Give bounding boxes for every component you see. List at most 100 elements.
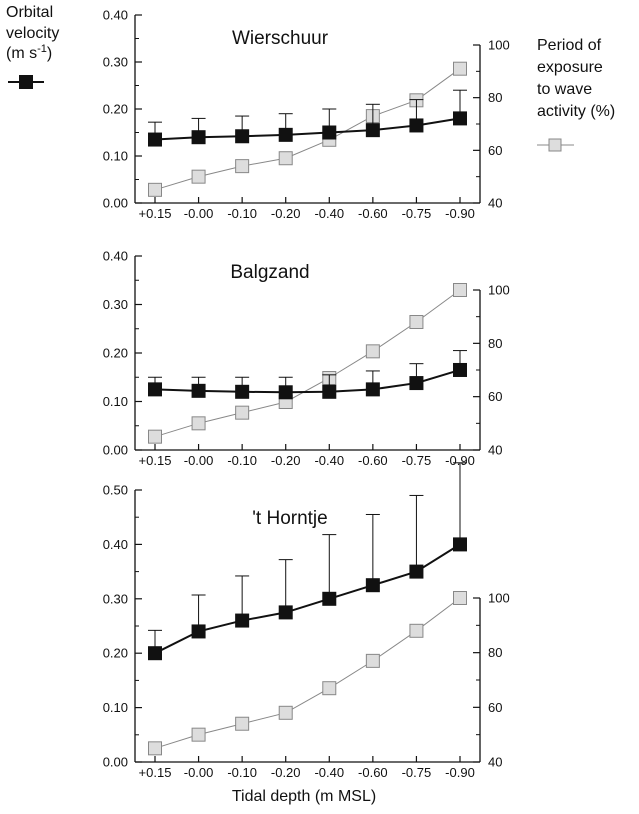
right-tick-label: 100	[488, 283, 510, 298]
velocity-point	[322, 591, 337, 606]
left-tick-label: 0.20	[103, 102, 128, 117]
exposure-legend-line3: to wave	[537, 81, 592, 98]
velocity-point	[278, 127, 293, 142]
x-tick-label: -0.75	[402, 765, 432, 780]
velocity-point	[191, 624, 206, 639]
right-tick-label: 80	[488, 90, 502, 105]
right-tick-label: 60	[488, 143, 502, 158]
exposure-point	[235, 716, 250, 731]
right-tick-label: 100	[488, 38, 510, 53]
velocity-point	[453, 362, 467, 377]
velocity-point	[278, 385, 293, 400]
exposure-point	[453, 61, 467, 76]
x-tick-label: -0.40	[314, 206, 344, 221]
panel-2: Balgzand 0.00 0.10 0.20 0.30 0.40 40 60 80 100 +0.…	[103, 249, 510, 469]
velocity-point	[365, 123, 380, 138]
velocity-point	[235, 613, 250, 628]
velocity-point	[191, 130, 206, 145]
left-tick-label: 0.40	[103, 249, 128, 264]
left-tick-label: 0.10	[103, 149, 128, 164]
left-tick-label: 0.30	[103, 297, 128, 312]
exposure-legend: Period of exposure to wave activity (%)	[537, 37, 615, 152]
velocity-point	[322, 384, 337, 399]
right-tick-label: 40	[488, 443, 502, 458]
x-tick-label: -0.90	[445, 765, 475, 780]
exposure-series-line	[154, 597, 461, 749]
panel-title: Balgzand	[230, 262, 309, 283]
x-tick-label: -0.40	[314, 453, 344, 468]
left-tick-label: 0.00	[103, 196, 128, 211]
velocity-point	[409, 564, 424, 579]
x-tick-label: -0.20	[271, 206, 301, 221]
exposure-legend-line4: activity (%)	[537, 103, 615, 120]
x-tick-label: -0.10	[227, 765, 257, 780]
exposure-point	[278, 705, 293, 720]
x-tick-label: -0.20	[271, 765, 301, 780]
x-tick-label: -0.00	[184, 206, 214, 221]
x-tick-label: +0.15	[139, 765, 172, 780]
panels: Wierschuur 0.00 0.10 0.20 0.30 0.40 40 60 80 100 +…	[103, 8, 510, 781]
left-tick-label: 0.40	[103, 8, 128, 23]
x-tick-label: +0.15	[139, 453, 172, 468]
x-tick-label: -0.75	[402, 453, 432, 468]
left-tick-label: 0.30	[103, 591, 128, 606]
velocity-legend-marker	[19, 75, 33, 89]
velocity-point	[453, 537, 467, 552]
left-tick-label: 0.20	[103, 646, 128, 661]
exposure-point	[322, 681, 337, 696]
velocity-legend: Orbital velocity (m s-1)	[6, 4, 59, 89]
exposure-point	[191, 727, 206, 742]
panel-3: 't Horntje 0.00 0.10 0.20 0.30 0.40 0.50 40 60 80…	[103, 462, 510, 780]
velocity-point	[148, 132, 162, 147]
panel-title: Wierschuur	[232, 28, 329, 49]
left-tick-label: 0.10	[103, 394, 128, 409]
velocity-legend-line2: velocity	[6, 25, 59, 42]
exposure-point	[278, 151, 293, 166]
exposure-point	[148, 429, 162, 444]
panel-title: 't Horntje	[252, 508, 327, 529]
exposure-point	[453, 591, 467, 605]
velocity-series-line	[154, 117, 461, 141]
velocity-legend-line3: (m s-1)	[6, 43, 52, 62]
velocity-point	[148, 646, 162, 661]
velocity-series-line	[154, 369, 461, 394]
exposure-point	[453, 283, 467, 297]
exposure-point	[409, 315, 424, 329]
right-tick-label: 80	[488, 336, 502, 351]
velocity-point	[322, 125, 337, 140]
velocity-series-line	[154, 543, 461, 655]
x-tick-label: -0.00	[184, 453, 214, 468]
exposure-series-line	[154, 289, 461, 438]
velocity-legend-close: )	[47, 45, 52, 62]
exposure-legend-line2: exposure	[537, 59, 603, 76]
velocity-point	[148, 382, 162, 397]
exposure-point	[235, 405, 250, 420]
exposure-series-line	[154, 68, 461, 191]
exposure-point	[191, 416, 206, 431]
right-tick-label: 40	[488, 196, 502, 211]
velocity-legend-line1: Orbital	[6, 4, 53, 21]
x-tick-label: -0.75	[402, 206, 432, 221]
left-tick-label: 0.50	[103, 483, 128, 498]
velocity-point	[365, 382, 380, 397]
velocity-legend-unit: (m s	[6, 45, 37, 62]
velocity-point	[235, 384, 250, 399]
x-tick-label: -0.60	[358, 765, 388, 780]
velocity-point	[191, 383, 206, 398]
velocity-point	[278, 605, 293, 620]
x-tick-label: -0.00	[184, 765, 214, 780]
right-tick-label: 80	[488, 645, 502, 660]
exposure-point	[148, 182, 162, 197]
x-axis-title: Tidal depth (m MSL)	[232, 788, 376, 805]
x-tick-label: -0.90	[445, 206, 475, 221]
right-tick-label: 40	[488, 755, 502, 770]
x-tick-label: -0.40	[314, 765, 344, 780]
x-tick-label: -0.60	[358, 453, 388, 468]
left-tick-label: 0.00	[103, 755, 128, 770]
x-tick-label: -0.20	[271, 453, 301, 468]
exposure-point	[191, 169, 206, 184]
velocity-point	[409, 376, 424, 391]
exposure-point	[148, 741, 162, 756]
exposure-point	[365, 653, 380, 668]
